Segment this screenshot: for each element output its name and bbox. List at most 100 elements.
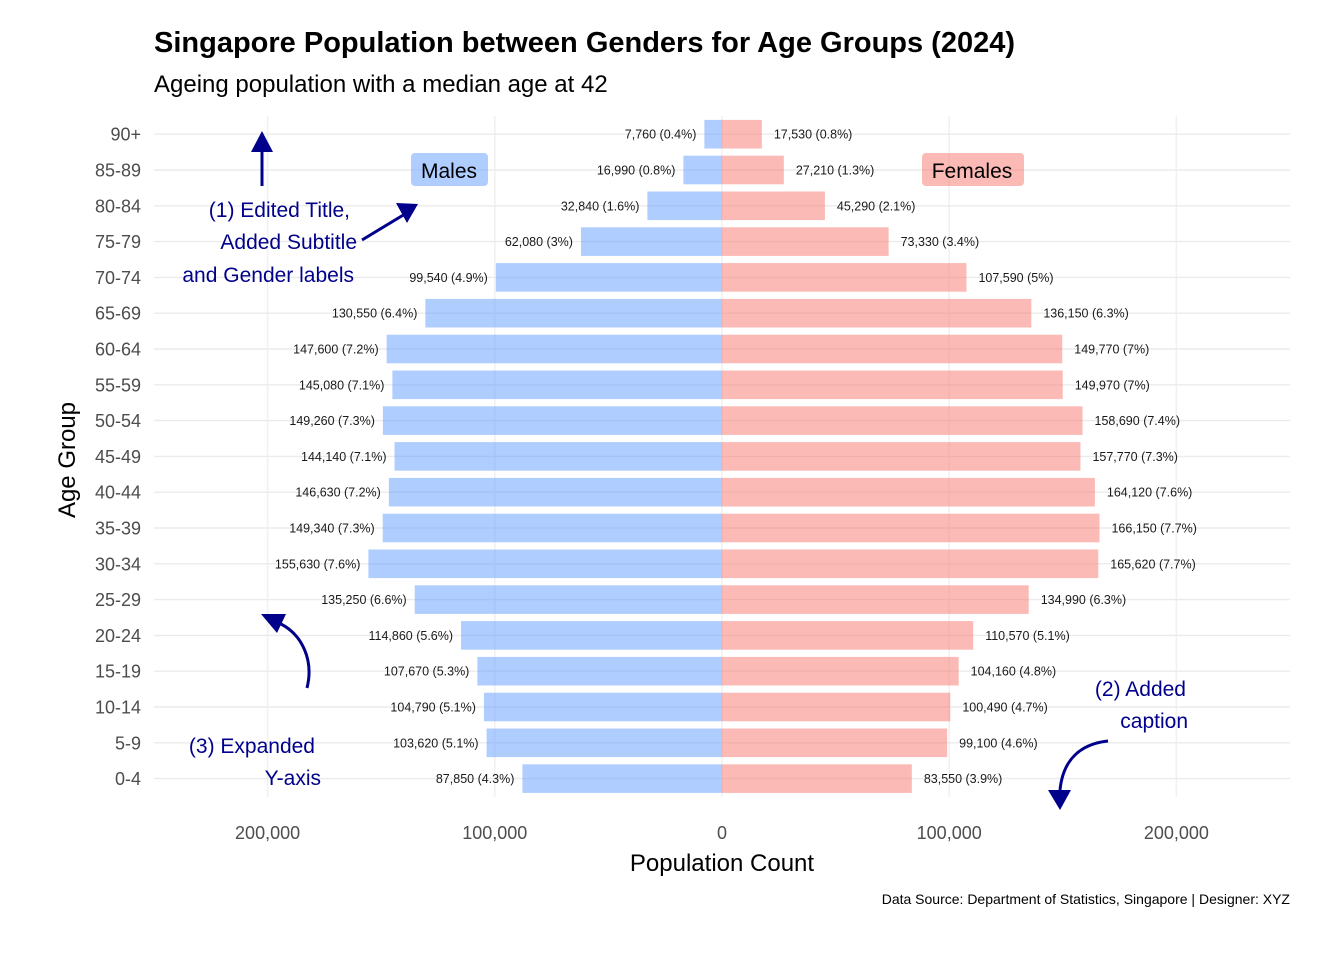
bar-female-90+: [722, 119, 762, 149]
y-tick-20-24: 20-24: [95, 626, 141, 646]
annotation-title: (1) Edited Title, Added Subtitle and Gen…: [182, 131, 418, 287]
bar-label-female-65-69: 136,150 (6.3%): [1043, 307, 1128, 321]
x-tick-2: 0: [717, 823, 727, 843]
bar-female-40-44: [722, 477, 1095, 507]
annotation-yaxis-line-1: (3) Expanded: [189, 735, 315, 758]
bar-label-male-40-44: 146,630 (7.2%): [295, 486, 380, 500]
bar-female-80-84: [722, 191, 825, 221]
bar-female-30-34: [722, 549, 1099, 579]
bar-female-45-49: [722, 442, 1081, 471]
y-tick-10-14: 10-14: [95, 698, 141, 718]
y-tick-50-54: 50-54: [95, 411, 141, 431]
bar-label-male-0-4: 87,850 (4.3%): [436, 772, 515, 786]
axes-layer: 0-4 5-9 10-14 15-19 20-24 25-29 30-34 35-39 40-4…: [95, 125, 1209, 843]
annotation-title-line-2: Added Subtitle: [220, 231, 357, 254]
chart-caption: Data Source: Department of Statistics, S…: [882, 891, 1291, 907]
annotation-caption-line-1: (2) Added: [1095, 678, 1186, 701]
bar-male-10-14: [483, 692, 722, 722]
y-tick-90+: 90+: [110, 125, 141, 145]
males-label: Males: [411, 153, 488, 186]
bar-male-50-54: [382, 406, 722, 435]
y-tick-60-64: 60-64: [95, 340, 141, 360]
bar-label-female-30-34: 165,620 (7.7%): [1110, 557, 1195, 571]
bar-male-55-59: [392, 370, 722, 400]
annotation-caption-line-2: caption: [1120, 710, 1188, 733]
x-tick-0: 200,000: [235, 823, 300, 843]
bar-label-male-75-79: 62,080 (3%): [505, 235, 573, 249]
bar-male-35-39: [382, 513, 722, 543]
annotation-yaxis: (3) Expanded Y-axis: [189, 614, 321, 790]
y-tick-70-74: 70-74: [95, 268, 141, 288]
bar-label-female-55-59: 149,970 (7%): [1075, 378, 1150, 392]
bar-label-male-60-64: 147,600 (7.2%): [293, 343, 378, 357]
males-label-text: Males: [421, 160, 477, 183]
annotation-title-line-3: and Gender labels: [182, 264, 354, 287]
bar-male-45-49: [394, 442, 722, 471]
bar-label-male-65-69: 130,550 (6.4%): [332, 307, 417, 321]
bar-label-female-40-44: 164,120 (7.6%): [1107, 486, 1192, 500]
bar-label-male-25-29: 135,250 (6.6%): [321, 593, 406, 607]
bar-label-male-5-9: 103,620 (5.1%): [393, 736, 478, 750]
bar-male-90+: [704, 119, 722, 149]
x-tick-1: 100,000: [462, 823, 527, 843]
bar-label-female-15-19: 104,160 (4.8%): [971, 665, 1056, 679]
y-tick-5-9: 5-9: [115, 733, 141, 753]
bar-label-male-10-14: 104,790 (5.1%): [390, 701, 475, 715]
bar-label-female-45-49: 157,770 (7.3%): [1092, 450, 1177, 464]
bar-male-80-84: [647, 191, 722, 221]
x-tick-3: 100,000: [917, 823, 982, 843]
annotation-arrow-curve-down: [1058, 739, 1109, 791]
y-tick-80-84: 80-84: [95, 196, 141, 216]
bar-label-male-85-89: 16,990 (0.8%): [597, 164, 676, 178]
bar-label-female-5-9: 99,100 (4.6%): [959, 736, 1038, 750]
y-tick-75-79: 75-79: [95, 232, 141, 252]
bar-male-20-24: [461, 621, 722, 650]
bar-female-25-29: [722, 585, 1029, 614]
bar-label-female-25-29: 134,990 (6.3%): [1041, 593, 1126, 607]
bar-label-female-35-39: 166,150 (7.7%): [1111, 522, 1196, 536]
bar-label-female-80-84: 45,290 (2.1%): [837, 199, 916, 213]
bar-male-5-9: [486, 728, 722, 758]
bar-female-15-19: [722, 656, 959, 686]
females-label: Females: [922, 153, 1024, 186]
annotation-arrow-up-head: [251, 131, 273, 152]
bar-label-male-30-34: 155,630 (7.6%): [275, 557, 360, 571]
bar-label-female-20-24: 110,570 (5.1%): [985, 629, 1070, 643]
bar-female-65-69: [722, 298, 1032, 328]
bar-label-male-45-49: 144,140 (7.1%): [301, 450, 386, 464]
y-tick-0-4: 0-4: [115, 769, 141, 789]
females-label-box: [922, 153, 1024, 186]
bar-label-male-20-24: 114,860 (5.6%): [368, 629, 453, 643]
y-axis-title: Age Group: [54, 402, 81, 518]
bar-label-female-85-89: 27,210 (1.3%): [796, 164, 875, 178]
bar-female-0-4: [722, 764, 912, 793]
bar-label-female-50-54: 158,690 (7.4%): [1095, 414, 1180, 428]
y-tick-85-89: 85-89: [95, 161, 141, 181]
bar-label-female-10-14: 100,490 (4.7%): [962, 701, 1047, 715]
bar-female-55-59: [722, 370, 1063, 400]
bar-label-male-80-84: 32,840 (1.6%): [561, 199, 640, 213]
bar-male-15-19: [477, 656, 722, 686]
x-tick-4: 200,000: [1144, 823, 1209, 843]
bars-layer: [368, 119, 1100, 793]
annotation-yaxis-line-2: Y-axis: [265, 767, 321, 790]
bar-labels-layer: 87,850 (4.3%) 83,550 (3.9%) 103,620 (5.1%)…: [275, 128, 1197, 786]
bar-male-40-44: [388, 477, 722, 507]
bar-label-female-0-4: 83,550 (3.9%): [924, 772, 1003, 786]
males-label-box: [411, 153, 488, 186]
bar-female-75-79: [722, 227, 889, 256]
bar-female-60-64: [722, 334, 1063, 364]
y-tick-40-44: 40-44: [95, 483, 141, 503]
bar-female-35-39: [722, 513, 1100, 543]
y-tick-65-69: 65-69: [95, 304, 141, 324]
bar-label-male-90+: 7,760 (0.4%): [625, 128, 697, 142]
bar-male-65-69: [425, 298, 722, 328]
y-tick-30-34: 30-34: [95, 554, 141, 574]
bar-label-male-50-54: 149,260 (7.3%): [289, 414, 374, 428]
annotation-arrow-curve-up-head: [261, 614, 286, 633]
annotation-arrow-curve-down-head: [1048, 790, 1071, 810]
bar-female-10-14: [722, 692, 951, 722]
annotation-arrow-diag-head: [396, 203, 418, 223]
